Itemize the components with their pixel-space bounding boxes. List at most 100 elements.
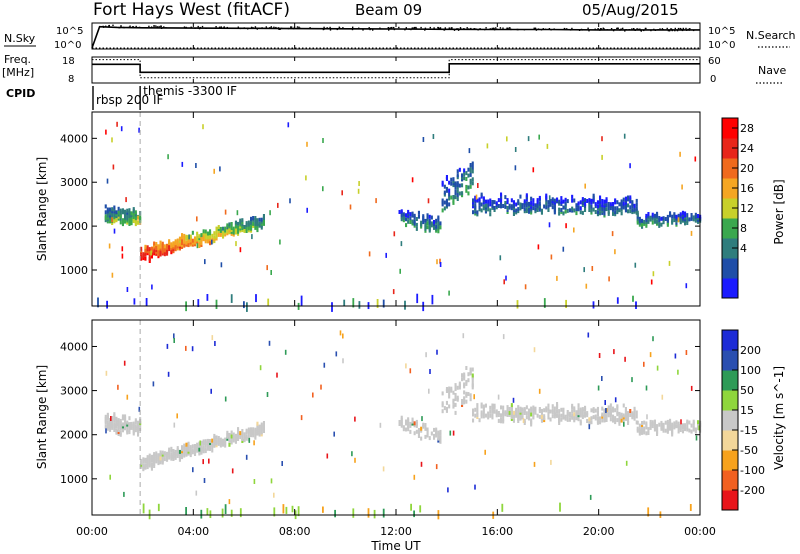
- nsky-point: [654, 29, 657, 31]
- range-cell: [139, 215, 142, 219]
- range-cell: [142, 457, 145, 462]
- range-cell: [458, 381, 461, 386]
- range-cell: [480, 410, 483, 415]
- range-cell: [480, 202, 483, 207]
- range-cell: [426, 213, 429, 218]
- range-cell: [450, 181, 453, 186]
- nsky-point: [273, 26, 275, 28]
- range-cell: [458, 191, 461, 196]
- range-cell: [445, 175, 448, 179]
- range-cell: [409, 429, 412, 434]
- ground-scatter-cell: [300, 295, 303, 306]
- nsky-point: [160, 27, 163, 29]
- range-cell: [666, 419, 669, 424]
- noise-cell: [354, 457, 356, 463]
- range-cell: [614, 210, 617, 215]
- range-cell: [435, 427, 438, 432]
- nsky-point: [145, 27, 147, 29]
- range-cell: [200, 233, 203, 238]
- range-cell: [189, 234, 192, 239]
- range-cell: [471, 373, 474, 378]
- range-cell: [211, 448, 214, 453]
- range-cell: [202, 439, 205, 444]
- range-cell: [596, 416, 599, 421]
- nsky-point: [534, 27, 537, 29]
- range-cell: [163, 244, 166, 249]
- range-cell: [478, 205, 481, 210]
- noise-cell: [173, 422, 176, 428]
- nsky-point: [685, 27, 687, 30]
- range-cell: [456, 395, 459, 400]
- nsky-point: [506, 27, 508, 29]
- ground-scatter-cell: [273, 507, 276, 517]
- range-cell: [536, 413, 539, 418]
- range-cell: [586, 199, 589, 203]
- noise-cell: [514, 165, 517, 171]
- ground-scatter-cell: [97, 297, 99, 308]
- colorbar-swatch: [722, 278, 738, 299]
- range-cell: [461, 373, 464, 378]
- range-cell: [213, 433, 216, 438]
- range-cell: [495, 409, 498, 414]
- nsky-point: [643, 29, 645, 32]
- nsky-point: [118, 26, 120, 29]
- nsky-point: [138, 26, 141, 29]
- range-cell: [196, 231, 199, 236]
- x-axis-label: Time UT: [370, 539, 421, 553]
- noise-cell: [435, 464, 438, 470]
- nsky-point: [670, 28, 672, 30]
- range-cell: [113, 412, 116, 417]
- range-cell: [234, 433, 237, 438]
- range-cell: [504, 410, 507, 415]
- ytick-label: 2000: [60, 220, 88, 233]
- noise-cell: [342, 358, 344, 364]
- range-cell: [500, 202, 503, 207]
- colorbar-swatch: [722, 118, 738, 139]
- range-cell: [454, 189, 457, 194]
- nsky-point: [640, 29, 642, 32]
- range-cell: [191, 448, 194, 453]
- range-cell: [590, 416, 593, 421]
- range-cell: [433, 433, 436, 438]
- noise-cell: [512, 397, 515, 403]
- range-cell: [420, 220, 423, 225]
- range-cell: [435, 224, 438, 229]
- range-cell: [452, 404, 455, 409]
- range-cell: [631, 411, 634, 416]
- range-cell: [153, 241, 156, 246]
- range-cell: [484, 199, 487, 204]
- noise-cell: [236, 210, 239, 216]
- range-cell: [607, 202, 610, 206]
- range-cell: [620, 418, 623, 423]
- range-cell: [629, 409, 632, 413]
- range-cell: [443, 406, 446, 411]
- nsky-point: [682, 27, 684, 30]
- noise-cell: [436, 349, 438, 355]
- range-cell: [245, 221, 248, 226]
- range-cell: [618, 415, 621, 420]
- range-cell: [482, 404, 485, 409]
- range-cell: [262, 421, 265, 425]
- range-cell: [596, 200, 599, 205]
- range-cell: [398, 210, 401, 214]
- noise-cell: [108, 243, 111, 249]
- ground-scatter-cell: [592, 301, 595, 309]
- range-cell: [454, 402, 457, 407]
- range-cell: [692, 215, 695, 220]
- range-cell: [525, 193, 528, 198]
- range-cell: [206, 231, 209, 236]
- range-cell: [681, 429, 684, 434]
- range-cell: [420, 426, 423, 431]
- range-cell: [420, 436, 423, 441]
- range-cell: [104, 204, 107, 209]
- range-cell: [532, 413, 535, 418]
- range-cell: [562, 211, 565, 216]
- range-cell: [461, 399, 464, 403]
- nsky-point: [370, 28, 372, 30]
- nsky-point: [645, 27, 647, 30]
- range-cell: [560, 196, 563, 201]
- noise-cell: [105, 370, 108, 376]
- noise-cell: [253, 440, 255, 446]
- nsky-point: [674, 29, 676, 32]
- range-cell: [140, 246, 143, 251]
